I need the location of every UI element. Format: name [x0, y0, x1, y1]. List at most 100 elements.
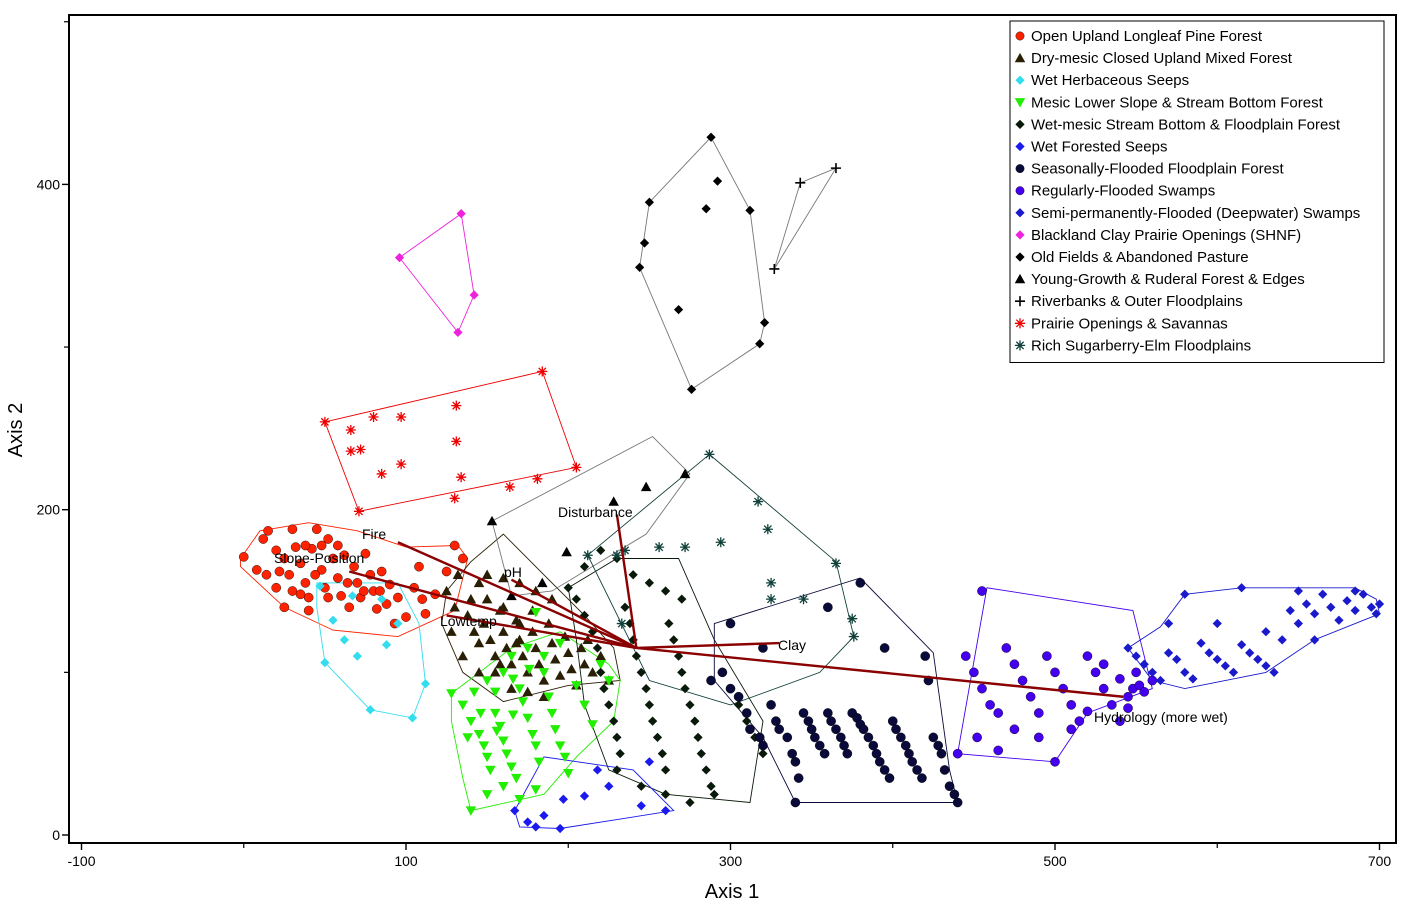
point-seasonally-flooded-floodplain-forest [758, 740, 768, 751]
point-wet-herbaceous-seeps [365, 705, 375, 715]
vector-label-slope-position: Slope-Position [274, 550, 364, 566]
vector-label-hydrology-more-wet: Hydrology (more wet) [1094, 709, 1228, 725]
point-mesic-lower-slope-stream-bottom-forest [481, 676, 493, 686]
point-regularly-flooded-swamps [977, 683, 987, 694]
point-semi-permanently-flooded-deepwater-swamps [1293, 586, 1303, 596]
point-dry-mesic-closed-upland-mixed-forest [462, 610, 473, 620]
point-dry-mesic-closed-upland-mixed-forest [449, 602, 460, 612]
point-prairie-openings-savannas [368, 411, 379, 423]
point-open-upland-longleaf-pine-forest [339, 550, 350, 561]
point-semi-permanently-flooded-deepwater-swamps [1196, 638, 1206, 648]
point-dry-mesic-closed-upland-mixed-forest [554, 670, 566, 680]
point-semi-permanently-flooded-deepwater-swamps [1155, 675, 1166, 686]
point-seasonally-flooded-floodplain-forest [928, 732, 939, 743]
point-wet-mesic-stream-bottom-floodplain-forest [636, 667, 646, 677]
point-open-upland-longleaf-pine-forest [295, 558, 306, 569]
legend-marker-rich-sugarberry-elm-floodplains [1014, 340, 1026, 351]
point-wet-forested-seeps [579, 791, 590, 801]
point-mesic-lower-slope-stream-bottom-forest [501, 749, 512, 759]
point-mesic-lower-slope-stream-bottom-forest [554, 638, 566, 649]
point-semi-permanently-flooded-deepwater-swamps [1309, 609, 1320, 619]
legend-marker-riverbanks-outer-floodplains [1014, 296, 1026, 307]
point-semi-permanently-flooded-deepwater-swamps [1350, 586, 1360, 596]
point-open-upland-longleaf-pine-forest [238, 552, 249, 562]
point-mesic-lower-slope-stream-bottom-forest [481, 790, 493, 800]
point-seasonally-flooded-floodplain-forest [896, 732, 906, 743]
legend-entry: Young-Growth & Ruderal Forest & Edges [1031, 271, 1305, 288]
point-mesic-lower-slope-stream-bottom-forest [538, 651, 550, 662]
point-open-upland-longleaf-pine-forest [401, 612, 411, 622]
point-rich-sugarberry-elm-floodplains [798, 594, 809, 605]
point-seasonally-flooded-floodplain-forest [920, 651, 931, 661]
point-seasonally-flooded-floodplain-forest [806, 724, 817, 735]
point-old-fields-abandoned-pasture [701, 204, 711, 214]
point-regularly-flooded-swamps [993, 745, 1004, 756]
point-regularly-flooded-swamps [1090, 667, 1101, 678]
point-wet-mesic-stream-bottom-floodplain-forest [615, 749, 625, 759]
point-regularly-flooded-swamps [1123, 691, 1133, 702]
point-dry-mesic-closed-upland-mixed-forest [481, 593, 493, 604]
point-wet-mesic-stream-bottom-floodplain-forest [579, 562, 590, 572]
vector-disturbance [615, 514, 638, 649]
point-dry-mesic-closed-upland-mixed-forest [566, 663, 577, 674]
point-open-upland-longleaf-pine-forest [359, 586, 369, 596]
point-wet-mesic-stream-bottom-floodplain-forest [685, 700, 695, 710]
point-seasonally-flooded-floodplain-forest [810, 732, 820, 743]
legend-entry: Regularly-Flooded Swamps [1031, 183, 1215, 200]
x-tick-label: 300 [719, 853, 743, 869]
vector-fire [397, 541, 637, 650]
point-blackland-clay-prairie-openings-shnf [453, 327, 463, 338]
point-seasonally-flooded-floodplain-forest [836, 732, 846, 743]
point-regularly-flooded-swamps [1025, 691, 1036, 702]
point-wet-mesic-stream-bottom-floodplain-forest [612, 732, 622, 743]
point-wet-mesic-stream-bottom-floodplain-forest [660, 789, 671, 799]
hull-wet-mesic-stream-bottom-floodplain-forest [567, 558, 764, 803]
axes: -100 100 300 500 700 0 200 400 [37, 21, 1391, 869]
point-regularly-flooded-swamps [1115, 674, 1125, 684]
hull-prairie-openings-savannas [324, 370, 577, 512]
point-open-upland-longleaf-pine-forest [376, 566, 387, 577]
point-dry-mesic-closed-upland-mixed-forest [587, 667, 598, 677]
point-old-fields-abandoned-pasture [759, 318, 770, 328]
legend-entry: Blackland Clay Prairie Openings (SHNF) [1031, 227, 1301, 244]
point-seasonally-flooded-floodplain-forest [949, 789, 960, 800]
point-open-upland-longleaf-pine-forest [414, 561, 424, 572]
plot-frame [68, 14, 1397, 844]
point-rich-sugarberry-elm-floodplains [654, 542, 665, 553]
point-dry-mesic-closed-upland-mixed-forest [506, 658, 517, 669]
point-mesic-lower-slope-stream-bottom-forest [481, 752, 493, 763]
legend-marker-mesic-lower-slope-stream-bottom-forest [1014, 98, 1026, 108]
point-prairie-openings-savannas [345, 446, 356, 457]
point-open-upland-longleaf-pine-forest [316, 540, 327, 551]
point-mesic-lower-slope-stream-bottom-forest [465, 716, 477, 727]
point-seasonally-flooded-floodplain-forest [839, 740, 849, 751]
point-young-growth-ruderal-forest-edges [608, 496, 619, 506]
point-dry-mesic-closed-upland-mixed-forest [533, 658, 545, 669]
point-wet-herbaceous-seeps [381, 640, 392, 650]
point-regularly-flooded-swamps [1074, 716, 1085, 726]
point-regularly-flooded-swamps [1147, 675, 1158, 686]
point-open-upland-longleaf-pine-forest [295, 589, 306, 600]
vector-label-ph: pH [504, 564, 522, 580]
point-wet-mesic-stream-bottom-floodplain-forest [660, 765, 671, 775]
point-semi-permanently-flooded-deepwater-swamps [1212, 618, 1222, 629]
point-seasonally-flooded-floodplain-forest [879, 765, 890, 775]
point-regularly-flooded-swamps [972, 732, 982, 743]
point-dry-mesic-closed-upland-mixed-forest [489, 650, 501, 661]
point-open-upland-longleaf-pine-forest [279, 602, 290, 613]
point-semi-permanently-flooded-deepwater-swamps [1318, 589, 1328, 599]
legend-marker-blackland-clay-prairie-openings-shnf [1015, 230, 1025, 240]
point-dry-mesic-closed-upland-mixed-forest [595, 650, 606, 661]
point-regularly-flooded-swamps [1066, 700, 1077, 710]
point-seasonally-flooded-floodplain-forest [717, 667, 728, 678]
point-mesic-lower-slope-stream-bottom-forest [524, 664, 535, 675]
point-dry-mesic-closed-upland-mixed-forest [514, 618, 525, 628]
point-mesic-lower-slope-stream-bottom-forest [559, 752, 571, 763]
point-wet-mesic-stream-bottom-floodplain-forest [628, 570, 638, 580]
point-dry-mesic-closed-upland-mixed-forest [498, 602, 509, 612]
point-seasonally-flooded-floodplain-forest [754, 732, 765, 743]
point-mesic-lower-slope-stream-bottom-forest [603, 676, 615, 686]
point-blackland-clay-prairie-openings-shnf [469, 290, 479, 300]
point-seasonally-flooded-floodplain-forest [706, 675, 716, 686]
point-semi-permanently-flooded-deepwater-swamps [1334, 615, 1344, 625]
